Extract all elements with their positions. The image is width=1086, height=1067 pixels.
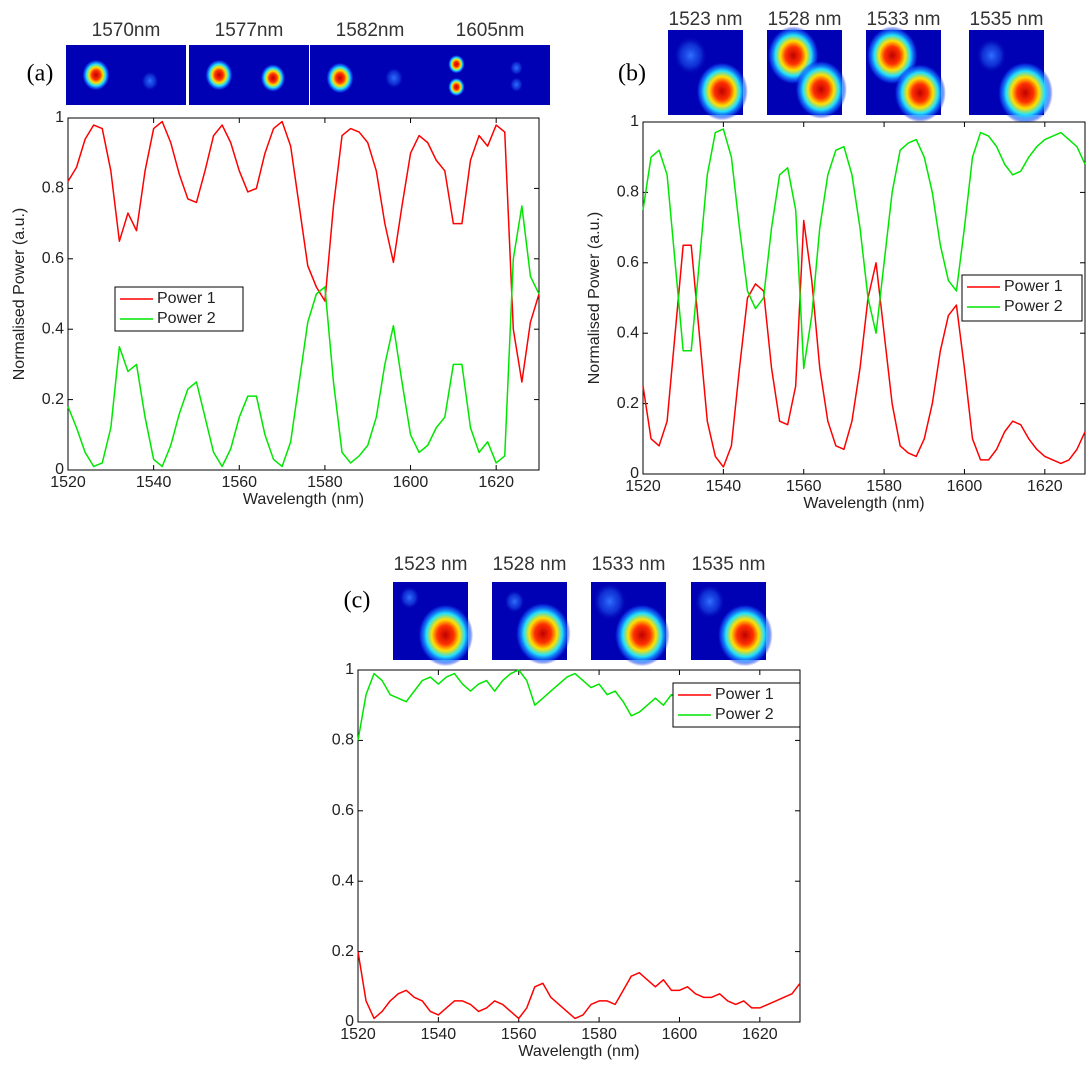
- y-tick-label: 0.8: [332, 732, 354, 749]
- y-axis-label: Normalised Power (a.u.): [586, 212, 603, 385]
- x-tick-label: 1560: [786, 478, 822, 495]
- x-tick-label: 1600: [393, 474, 429, 491]
- x-tick-label: 1540: [136, 474, 172, 491]
- y-tick-label: 0.2: [332, 943, 354, 960]
- x-tick-label: 1580: [307, 474, 343, 491]
- mode-spot: [998, 62, 1053, 124]
- mode-spot: [82, 59, 110, 90]
- inset-label: 1533 nm: [867, 9, 941, 30]
- y-tick-label: 0.4: [617, 324, 639, 341]
- mode-spot: [399, 586, 420, 609]
- inset-label: 1535 nm: [970, 9, 1044, 30]
- y-tick-label: 0.2: [42, 391, 64, 408]
- mode-spot: [795, 60, 847, 119]
- figure: (a)1570nm1577nm1582nm1605nm1520154015601…: [0, 0, 1086, 1067]
- x-tick-label: 1560: [501, 1026, 537, 1043]
- mode-spot: [448, 55, 465, 74]
- mode-spot: [510, 60, 524, 76]
- legend-label: Power 1: [1004, 278, 1063, 295]
- x-tick-label: 1620: [478, 474, 514, 491]
- y-tick-label: 0: [55, 461, 64, 478]
- mode-spot: [504, 590, 525, 613]
- mode-spot: [326, 62, 354, 93]
- panel-label: (c): [344, 588, 371, 614]
- x-tick-label: 1600: [947, 478, 983, 495]
- inset-label: 1528 nm: [768, 9, 842, 30]
- x-axis-label: Wavelength (nm): [803, 495, 924, 512]
- y-tick-label: 1: [345, 661, 354, 678]
- y-axis-label: Normalised Power (a.u.): [11, 208, 28, 381]
- y-tick-label: 0.8: [42, 180, 64, 197]
- mode-spot: [510, 77, 524, 93]
- mode-spot: [418, 604, 473, 666]
- mode-spot: [448, 78, 465, 97]
- mode-spot: [694, 584, 725, 619]
- legend-label: Power 2: [157, 310, 216, 327]
- mode-spot: [717, 604, 772, 666]
- x-tick-label: 1540: [706, 478, 742, 495]
- x-axis-label: Wavelength (nm): [518, 1043, 639, 1060]
- x-tick-label: 1540: [421, 1026, 457, 1043]
- inset-label: 1523 nm: [394, 554, 468, 575]
- mode-spot: [614, 604, 669, 666]
- x-tick-label: 1580: [581, 1026, 617, 1043]
- x-tick-label: 1560: [221, 474, 257, 491]
- inset-label: 1535 nm: [692, 554, 766, 575]
- y-tick-label: 0: [630, 465, 639, 482]
- mode-image: [430, 45, 550, 105]
- inset-label: 1528 nm: [493, 554, 567, 575]
- x-tick-label: 1620: [1027, 478, 1063, 495]
- inset-label: 1582nm: [336, 20, 405, 41]
- mode-spot: [515, 602, 570, 664]
- legend-label: Power 2: [715, 706, 774, 723]
- y-tick-label: 0.6: [42, 250, 64, 267]
- mode-spot: [205, 59, 233, 90]
- y-tick-label: 0.6: [617, 254, 639, 271]
- page: (a)1570nm1577nm1582nm1605nm1520154015601…: [0, 0, 1086, 1067]
- panel-label: (a): [27, 61, 54, 87]
- legend-label: Power 1: [715, 686, 774, 703]
- x-tick-label: 1620: [742, 1026, 778, 1043]
- mode-spot: [141, 71, 159, 91]
- y-tick-label: 0.4: [332, 872, 354, 889]
- mode-spot: [673, 36, 708, 75]
- y-tick-label: 0.8: [617, 184, 639, 201]
- inset-label: 1577nm: [215, 20, 284, 41]
- y-tick-label: 0: [345, 1013, 354, 1030]
- y-tick-label: 0.4: [42, 320, 64, 337]
- panel-label: (b): [618, 61, 646, 87]
- y-tick-label: 1: [55, 109, 64, 126]
- y-tick-label: 0.6: [332, 802, 354, 819]
- legend-label: Power 2: [1004, 298, 1063, 315]
- x-tick-label: 1600: [662, 1026, 698, 1043]
- inset-label: 1523 nm: [669, 9, 743, 30]
- x-axis-label: Wavelength (nm): [243, 491, 364, 508]
- y-tick-label: 1: [630, 113, 639, 130]
- inset-label: 1570nm: [92, 20, 161, 41]
- y-tick-label: 0.2: [617, 395, 639, 412]
- x-tick-label: 1580: [866, 478, 902, 495]
- inset-label: 1533 nm: [592, 554, 666, 575]
- mode-spot: [696, 62, 748, 121]
- legend-label: Power 1: [157, 290, 216, 307]
- mode-spot: [384, 67, 403, 89]
- mode-spot: [976, 38, 1007, 73]
- inset-label: 1605nm: [456, 20, 525, 41]
- mode-spot: [894, 64, 946, 123]
- mode-spot: [261, 64, 286, 92]
